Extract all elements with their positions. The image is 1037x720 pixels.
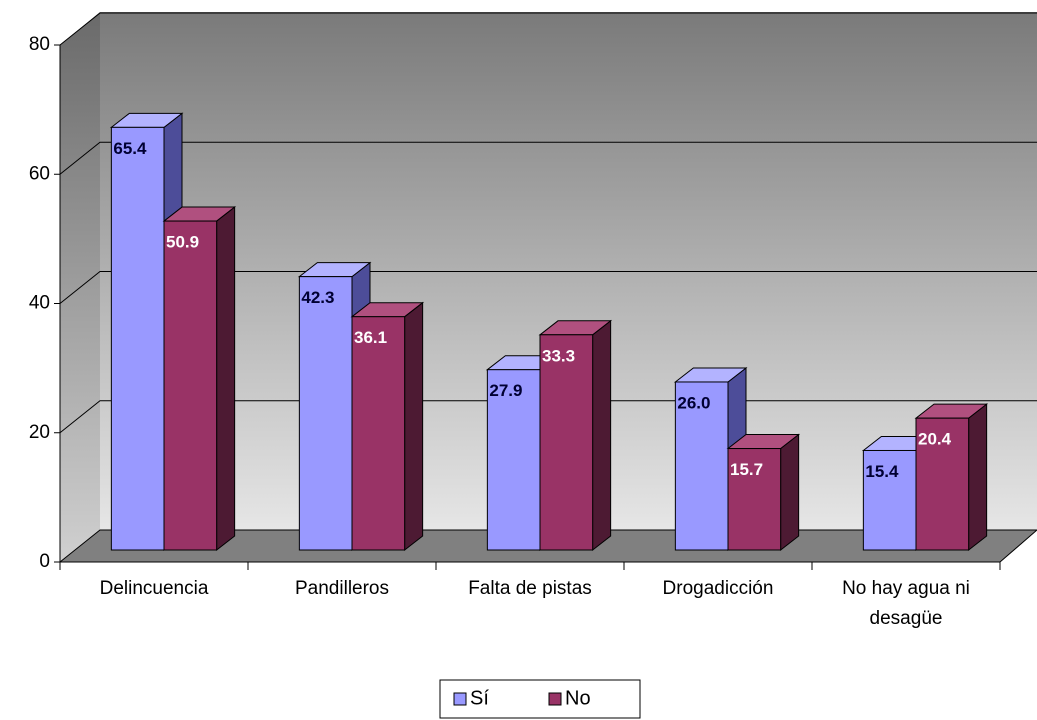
data-label: 20.4 (918, 430, 952, 449)
grid-line (59, 141, 1037, 175)
data-label: 50.9 (166, 233, 199, 252)
bar (674, 381, 729, 551)
bar (862, 449, 917, 551)
legend-swatch (548, 692, 562, 706)
bar (110, 126, 165, 551)
bar (727, 448, 782, 551)
data-label: 15.7 (730, 460, 763, 479)
data-label: 42.3 (301, 288, 334, 307)
x-tick-label: No hay agua ni desagüe (842, 578, 970, 629)
bar (298, 276, 353, 551)
x-tick-label: Falta de pistas (468, 578, 592, 599)
bar-side (592, 319, 612, 552)
y-tick-label: 60 (29, 163, 50, 184)
bar (539, 334, 594, 551)
data-label: 36.1 (354, 328, 387, 347)
data-label: 26.0 (677, 393, 710, 412)
bar (486, 369, 541, 551)
bar-side (780, 433, 800, 552)
data-label: 15.4 (865, 462, 899, 481)
y-tick-label: 0 (39, 551, 50, 572)
data-label: 65.4 (113, 139, 147, 158)
y-tick-label: 80 (29, 34, 50, 55)
bar-side (968, 403, 988, 552)
grid-line (59, 12, 1037, 46)
bar (351, 316, 406, 551)
bar-side (216, 206, 236, 552)
legend-label: Sí (470, 687, 489, 709)
data-label: 33.3 (542, 346, 575, 365)
grid-line (59, 271, 1037, 304)
y-tick-label: 40 (29, 293, 50, 314)
legend-label: No (565, 687, 591, 709)
x-tick-label: Pandilleros (295, 578, 389, 599)
bar (163, 220, 218, 551)
y-tick-label: 20 (29, 422, 50, 443)
bar (915, 417, 970, 551)
legend-swatch (453, 692, 467, 706)
legend-box (439, 679, 641, 719)
bar-side (404, 301, 424, 552)
x-tick-label: Drogadicción (662, 578, 774, 599)
x-tick-label: Delincuencia (99, 578, 209, 599)
data-label: 27.9 (489, 381, 522, 400)
